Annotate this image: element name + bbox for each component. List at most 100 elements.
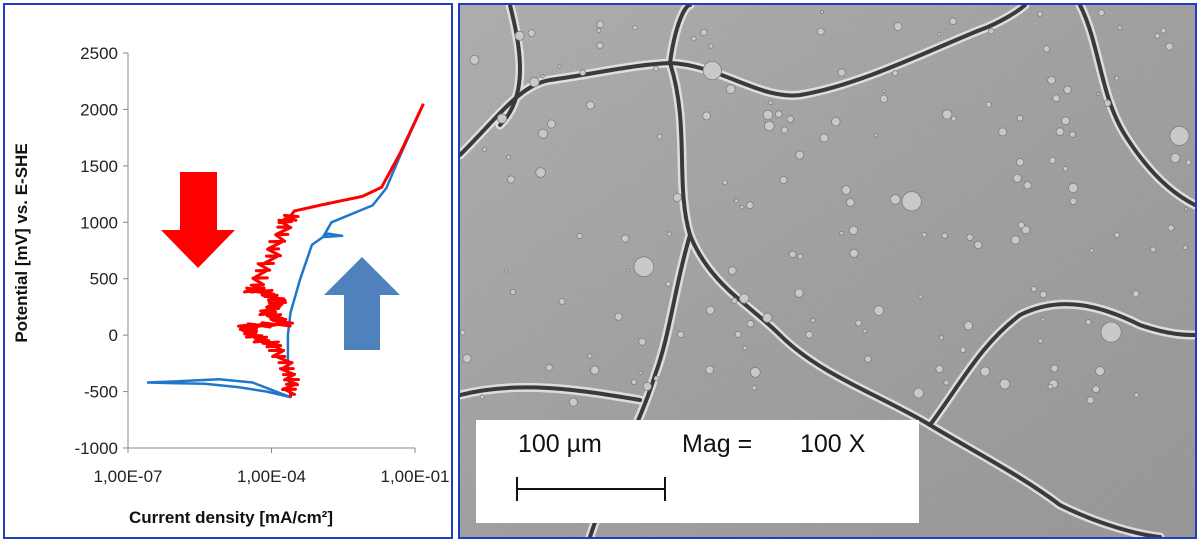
pit — [596, 41, 604, 50]
pit — [1069, 131, 1076, 138]
corrosion-pits — [460, 9, 1192, 407]
pit — [742, 345, 748, 351]
pit — [727, 266, 737, 275]
pit — [1016, 158, 1025, 167]
pit — [1085, 318, 1092, 326]
y-axis-ticks: 2500 2000 1500 1000 500 0 -500 -1000 — [75, 44, 128, 458]
pit — [949, 17, 957, 26]
pit — [1160, 27, 1167, 34]
pit — [873, 305, 885, 316]
pit — [504, 268, 509, 273]
pit — [1042, 45, 1051, 53]
pit — [913, 387, 925, 399]
pit — [1165, 42, 1174, 51]
pit — [630, 378, 637, 385]
pit — [642, 381, 652, 391]
scale-bar-label: 100 µm — [518, 430, 602, 458]
pit — [950, 115, 957, 122]
pit — [496, 113, 508, 124]
pit — [479, 394, 485, 400]
pit — [722, 179, 728, 186]
pit — [656, 133, 663, 140]
pit — [845, 198, 855, 207]
x-axis-ticks: 1,00E-07 1,00E-04 1,00E-01 — [94, 448, 450, 486]
pit — [848, 225, 859, 236]
pit — [1103, 99, 1112, 107]
pit — [979, 366, 991, 377]
pit — [1062, 166, 1069, 172]
pit — [1040, 317, 1045, 322]
series-0-line — [146, 377, 292, 399]
pit — [763, 120, 775, 132]
pit — [469, 55, 480, 65]
pit — [638, 337, 647, 346]
pit — [725, 84, 736, 95]
pit — [653, 375, 660, 382]
pit — [705, 305, 715, 315]
pit — [1039, 290, 1047, 299]
pit — [545, 363, 553, 372]
pit — [1017, 221, 1025, 229]
pit — [1170, 152, 1181, 163]
pit — [987, 27, 995, 35]
pit — [998, 127, 1007, 137]
pit — [514, 30, 525, 41]
pit — [795, 150, 805, 160]
pit — [677, 330, 685, 339]
pit — [596, 28, 602, 33]
pit — [509, 288, 516, 295]
pit — [942, 109, 953, 120]
pit — [762, 109, 774, 120]
pit — [708, 43, 714, 49]
pit — [879, 94, 889, 103]
pit — [786, 115, 794, 123]
pit — [1037, 338, 1044, 344]
pit — [999, 378, 1011, 390]
pit — [1100, 321, 1122, 343]
y-tick-label: 1000 — [80, 213, 118, 232]
pit — [849, 248, 859, 258]
x-axis-title: Current density [mA/cm²] — [129, 508, 333, 527]
pit — [893, 22, 903, 32]
pit — [941, 232, 948, 239]
pit — [1030, 286, 1037, 293]
pit — [819, 133, 829, 143]
pit — [557, 64, 562, 69]
y-tick-label: 0 — [109, 326, 118, 345]
pit — [1089, 248, 1094, 253]
pit — [918, 294, 923, 299]
pit — [702, 111, 712, 121]
pit — [805, 330, 814, 339]
pit — [1150, 246, 1157, 253]
arrow-up-annotation — [324, 257, 400, 350]
pit — [1061, 116, 1070, 126]
pit — [546, 119, 556, 129]
pit — [831, 116, 841, 127]
pit — [1169, 125, 1190, 146]
x-tick-label: 1,00E-04 — [237, 467, 306, 486]
pit — [1023, 181, 1032, 190]
pit — [864, 355, 872, 363]
pit — [1182, 244, 1188, 250]
pit — [882, 89, 887, 94]
pit — [734, 330, 742, 338]
pit — [626, 268, 631, 273]
pit — [1095, 366, 1105, 377]
pit — [705, 365, 715, 375]
pit — [794, 288, 804, 298]
pit — [1055, 127, 1065, 136]
pit — [873, 133, 878, 138]
pit — [739, 204, 745, 210]
pit — [558, 297, 566, 305]
pit — [1117, 25, 1123, 31]
pit — [1154, 32, 1161, 39]
pit — [540, 74, 545, 79]
pit — [892, 69, 899, 77]
pit — [734, 198, 739, 204]
pit — [855, 319, 863, 327]
pit — [1052, 94, 1061, 103]
magnification-value: 100 X — [800, 430, 866, 458]
y-axis-title: Potential [mV] vs. E-SHE — [12, 143, 31, 342]
pit — [1086, 396, 1095, 404]
pit — [507, 175, 516, 184]
